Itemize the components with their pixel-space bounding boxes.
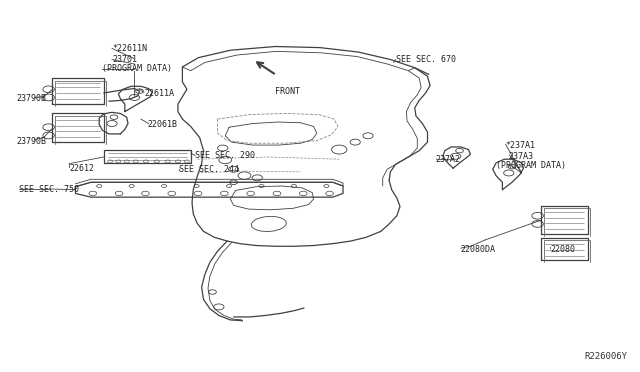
Text: FRONT: FRONT: [275, 87, 300, 96]
Text: 23701: 23701: [112, 55, 137, 64]
Text: SEE SEC. 244: SEE SEC. 244: [179, 165, 239, 174]
Text: (PROGRAM DATA): (PROGRAM DATA): [496, 161, 566, 170]
Text: R226006Y: R226006Y: [584, 352, 627, 361]
Text: 23790B: 23790B: [16, 94, 46, 103]
Text: 22611A: 22611A: [144, 89, 174, 97]
Text: (PROGRAM DATA): (PROGRAM DATA): [102, 64, 172, 73]
Text: 237A2: 237A2: [435, 155, 460, 164]
Text: 22612: 22612: [69, 164, 94, 173]
Text: *237A1: *237A1: [506, 141, 536, 150]
Text: 23790B: 23790B: [16, 137, 46, 146]
Text: *22611N: *22611N: [112, 44, 147, 53]
Text: SEE SEC. 750: SEE SEC. 750: [19, 185, 79, 194]
Text: 237A3: 237A3: [509, 152, 534, 161]
Text: 22080: 22080: [550, 245, 575, 254]
Text: 22080DA: 22080DA: [461, 245, 496, 254]
Text: SEE SEC. 670: SEE SEC. 670: [396, 55, 456, 64]
Text: 22061B: 22061B: [147, 120, 177, 129]
Text: SEE SEC. 290: SEE SEC. 290: [195, 151, 255, 160]
